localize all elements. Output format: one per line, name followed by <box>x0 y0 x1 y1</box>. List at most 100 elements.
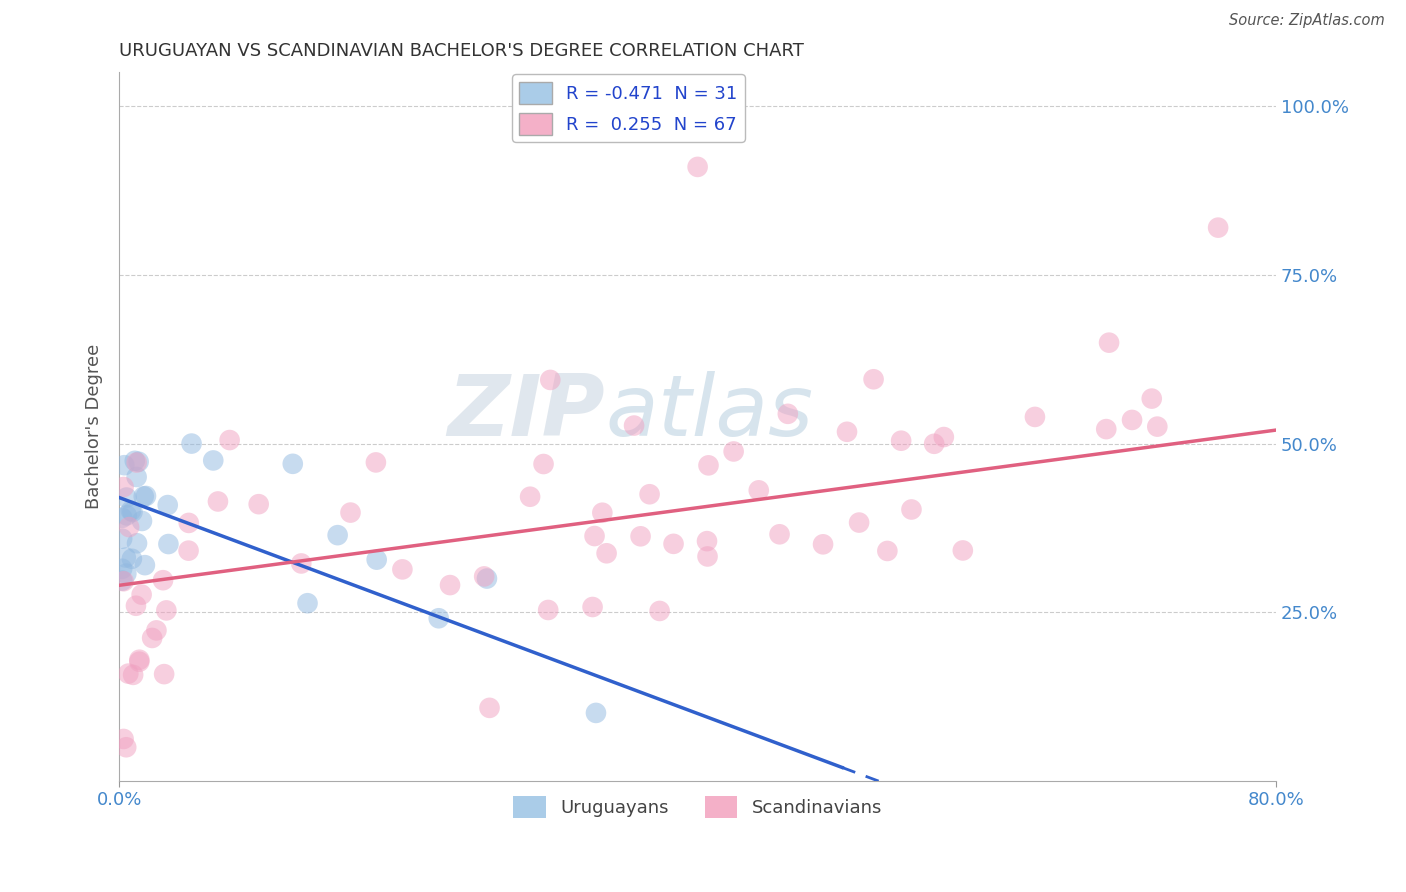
Point <box>1024 409 1046 424</box>
Point <box>145 624 167 638</box>
Point <box>157 537 180 551</box>
Point <box>623 418 645 433</box>
Text: ZIP: ZIP <box>447 371 605 454</box>
Point <box>662 537 685 551</box>
Point <box>776 407 799 421</box>
Point <box>638 487 661 501</box>
Point <box>118 520 141 534</box>
Point <box>890 434 912 448</box>
Point <box>125 599 148 613</box>
Point <box>768 527 790 541</box>
Point <box>155 603 177 617</box>
Point <box>1146 419 1168 434</box>
Point <box>128 653 150 667</box>
Point <box>478 701 501 715</box>
Point <box>427 611 450 625</box>
Point <box>1140 392 1163 406</box>
Point <box>848 516 870 530</box>
Point <box>581 600 603 615</box>
Point <box>180 436 202 450</box>
Point <box>583 529 606 543</box>
Point <box>177 516 200 530</box>
Point <box>1206 220 1229 235</box>
Point <box>153 667 176 681</box>
Point <box>1095 422 1118 436</box>
Point <box>128 455 150 469</box>
Point <box>202 453 225 467</box>
Point <box>748 483 770 498</box>
Point <box>811 537 834 551</box>
Point <box>876 544 898 558</box>
Point <box>585 706 607 720</box>
Point <box>120 504 142 518</box>
Point <box>538 373 561 387</box>
Point <box>247 497 270 511</box>
Point <box>900 502 922 516</box>
Point <box>696 534 718 549</box>
Point <box>339 506 361 520</box>
Point <box>112 458 135 473</box>
Point <box>131 514 153 528</box>
Point <box>115 740 138 755</box>
Point <box>439 578 461 592</box>
Point <box>111 532 134 546</box>
Point <box>297 596 319 610</box>
Point <box>533 457 555 471</box>
Point <box>125 456 148 470</box>
Point <box>114 550 136 565</box>
Point <box>326 528 349 542</box>
Point <box>648 604 671 618</box>
Point <box>218 433 240 447</box>
Text: atlas: atlas <box>605 371 813 454</box>
Point <box>111 562 134 576</box>
Text: Source: ZipAtlas.com: Source: ZipAtlas.com <box>1229 13 1385 29</box>
Point <box>128 655 150 669</box>
Point <box>115 508 138 523</box>
Y-axis label: Bachelor's Degree: Bachelor's Degree <box>86 344 103 509</box>
Point <box>519 490 541 504</box>
Point <box>141 631 163 645</box>
Point <box>630 529 652 543</box>
Point <box>595 546 617 560</box>
Point <box>112 731 135 746</box>
Legend: Uruguayans, Scandinavians: Uruguayans, Scandinavians <box>506 789 889 825</box>
Point <box>1098 335 1121 350</box>
Point <box>111 574 134 588</box>
Point <box>472 569 495 583</box>
Point <box>686 160 709 174</box>
Point <box>152 573 174 587</box>
Point <box>207 494 229 508</box>
Point <box>723 444 745 458</box>
Point <box>177 543 200 558</box>
Point <box>932 430 955 444</box>
Point <box>835 425 858 439</box>
Point <box>124 454 146 468</box>
Text: URUGUAYAN VS SCANDINAVIAN BACHELOR'S DEGREE CORRELATION CHART: URUGUAYAN VS SCANDINAVIAN BACHELOR'S DEG… <box>120 42 804 60</box>
Point <box>537 603 560 617</box>
Point <box>391 562 413 576</box>
Point <box>115 491 138 505</box>
Point <box>112 574 135 589</box>
Point <box>697 458 720 473</box>
Point <box>156 498 179 512</box>
Point <box>115 566 138 581</box>
Point <box>135 489 157 503</box>
Point <box>132 489 155 503</box>
Point <box>862 372 884 386</box>
Point <box>122 668 145 682</box>
Point <box>111 511 134 525</box>
Point <box>366 552 388 566</box>
Point <box>364 455 387 469</box>
Point <box>290 557 312 571</box>
Point <box>1121 413 1143 427</box>
Point <box>117 666 139 681</box>
Point <box>112 480 135 494</box>
Point <box>125 536 148 550</box>
Point <box>475 572 498 586</box>
Point <box>696 549 718 564</box>
Point <box>952 543 974 558</box>
Point <box>121 551 143 566</box>
Point <box>922 437 945 451</box>
Point <box>134 558 156 573</box>
Point <box>281 457 304 471</box>
